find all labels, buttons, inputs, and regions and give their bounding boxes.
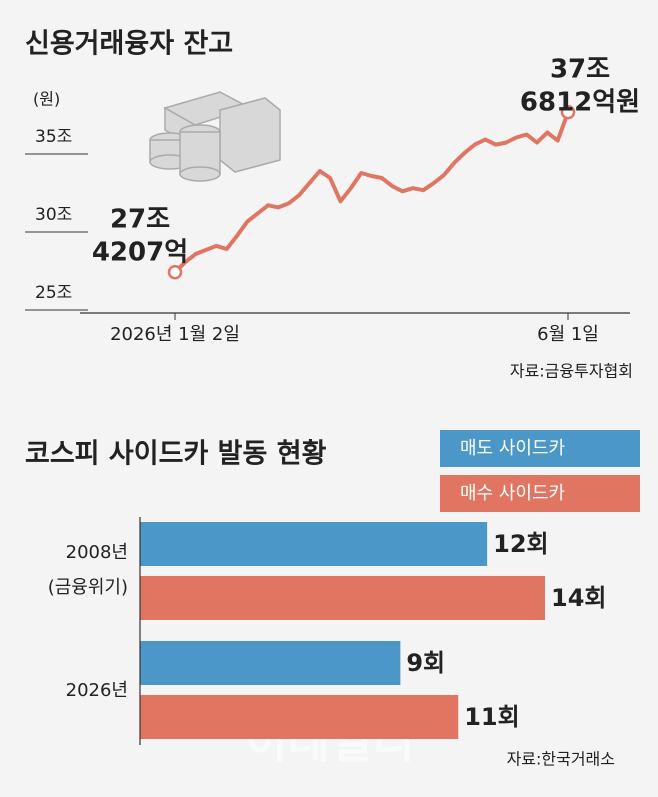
bar xyxy=(140,695,459,739)
bar xyxy=(140,522,488,566)
data-line xyxy=(173,111,570,274)
chart-title: 신용거래융자 잔고 xyxy=(25,29,233,60)
unit-label: (원) xyxy=(33,90,60,109)
x-tick-label: 6월 1일 xyxy=(537,324,599,345)
category-label: 2026년 xyxy=(66,680,128,701)
bar xyxy=(140,576,545,620)
endpoint xyxy=(167,264,183,280)
bar xyxy=(140,641,401,685)
endpoint xyxy=(560,104,576,120)
value-label: 14회 xyxy=(551,584,606,612)
value-label: 9회 xyxy=(406,649,445,677)
category-label: (금융위기) xyxy=(48,577,128,598)
start-annotation: 4207억 xyxy=(92,238,188,268)
value-label: 12회 xyxy=(493,530,548,558)
source: 자료:한국거래소 xyxy=(507,750,615,769)
legend-swatch xyxy=(440,475,640,512)
start-annotation: 27조 xyxy=(110,205,170,235)
legend-label: 매도 사이드카 xyxy=(460,438,565,459)
legend-label: 매수 사이드카 xyxy=(460,483,565,504)
source: 자료:금융투자협회 xyxy=(510,362,633,381)
end-annotation: 37조 xyxy=(550,55,610,85)
category-label: 2008년 xyxy=(66,542,128,563)
chart-title: 코스피 사이드카 발동 현황 xyxy=(25,439,327,470)
legend-swatch xyxy=(440,430,640,467)
y-tick-label: 35조 xyxy=(35,127,72,147)
money-icon xyxy=(149,91,281,182)
y-tick-label: 25조 xyxy=(35,283,72,303)
x-tick-label: 2026년 1월 2일 xyxy=(110,324,240,345)
value-label: 11회 xyxy=(464,703,519,731)
end-annotation: 6812억원 xyxy=(520,88,640,118)
y-tick-label: 30조 xyxy=(35,205,72,225)
